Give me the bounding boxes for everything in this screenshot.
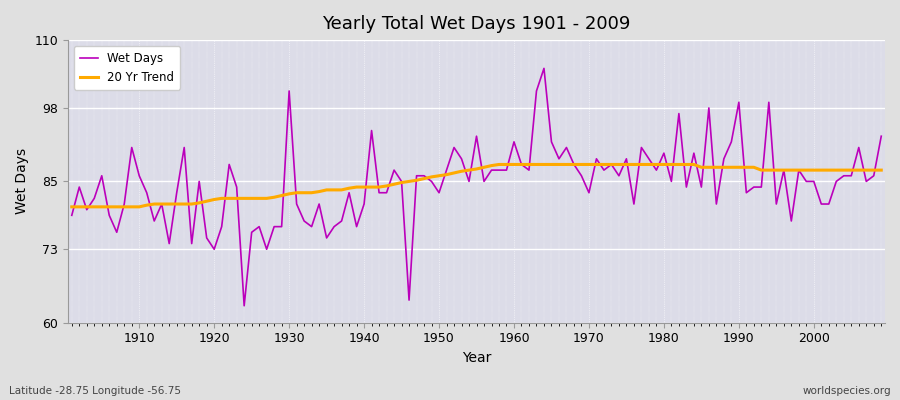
20 Yr Trend — [292, 190, 302, 195]
Title: Yearly Total Wet Days 1901 - 2009: Yearly Total Wet Days 1901 - 2009 — [322, 15, 631, 33]
Wet Days — [516, 162, 526, 167]
Wet Days — [614, 173, 625, 178]
20 Yr Trend — [493, 162, 504, 167]
Wet Days — [67, 213, 77, 218]
X-axis label: Year: Year — [462, 351, 491, 365]
Y-axis label: Wet Days: Wet Days — [15, 148, 29, 214]
20 Yr Trend — [337, 188, 347, 192]
Text: worldspecies.org: worldspecies.org — [803, 386, 891, 396]
Wet Days — [538, 66, 549, 71]
20 Yr Trend — [606, 162, 616, 167]
20 Yr Trend — [516, 162, 526, 167]
20 Yr Trend — [67, 204, 77, 209]
Wet Days — [126, 145, 137, 150]
Wet Days — [299, 218, 310, 223]
Line: Wet Days: Wet Days — [72, 68, 881, 306]
Wet Days — [238, 303, 249, 308]
20 Yr Trend — [508, 162, 519, 167]
Text: Latitude -28.75 Longitude -56.75: Latitude -28.75 Longitude -56.75 — [9, 386, 181, 396]
Legend: Wet Days, 20 Yr Trend: Wet Days, 20 Yr Trend — [74, 46, 180, 90]
20 Yr Trend — [876, 168, 886, 172]
Wet Days — [344, 190, 355, 195]
Line: 20 Yr Trend: 20 Yr Trend — [72, 164, 881, 207]
Wet Days — [876, 134, 886, 138]
Wet Days — [508, 140, 519, 144]
20 Yr Trend — [126, 204, 137, 209]
